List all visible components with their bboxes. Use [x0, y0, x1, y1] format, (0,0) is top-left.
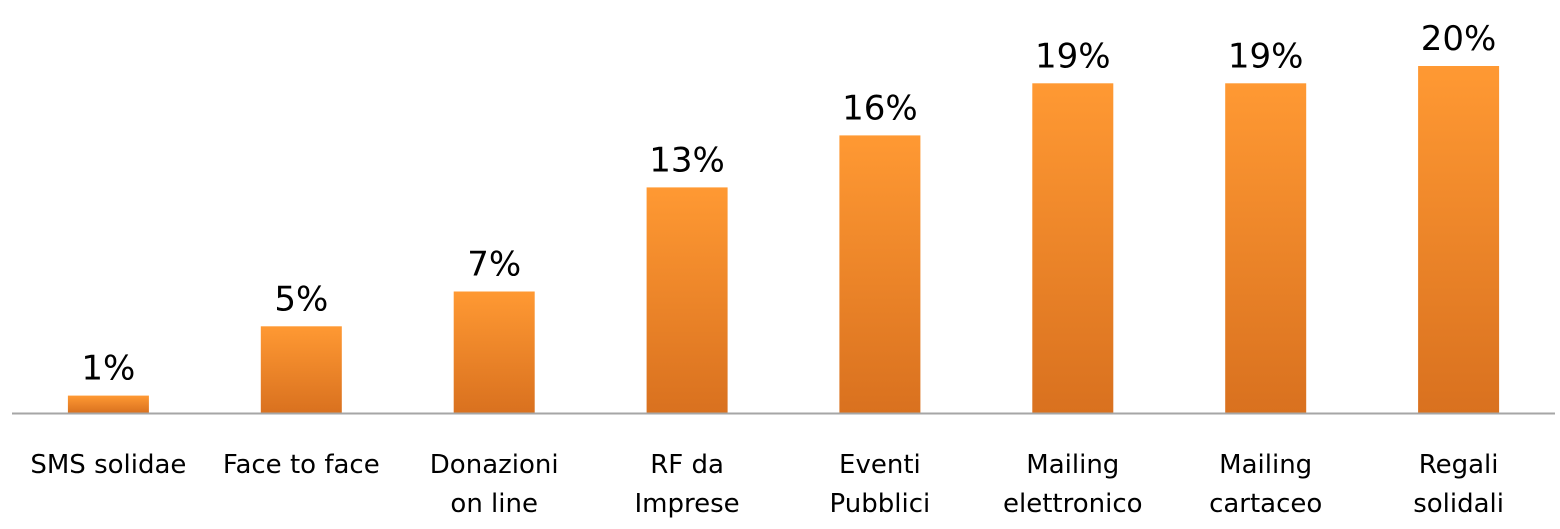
bar	[67, 395, 149, 413]
data-label: 19%	[1035, 36, 1111, 76]
x-tick-label: Face to face	[223, 450, 380, 480]
x-tick-label: Mailing	[1026, 450, 1119, 480]
value-labels-layer: 1% 5% 7% 13% 16% 19% 19% 20%	[81, 19, 1496, 389]
x-tick-label: RF da	[650, 450, 724, 480]
bar	[453, 291, 535, 413]
data-label: 16%	[842, 88, 918, 128]
bar	[260, 326, 342, 414]
bar	[1418, 66, 1500, 413]
x-tick-label: cartaceo	[1209, 489, 1322, 519]
data-label: 13%	[649, 140, 725, 180]
x-tick-label: Eventi	[839, 450, 921, 480]
bar	[646, 187, 728, 413]
bars-layer	[67, 66, 1500, 414]
bar	[1032, 83, 1114, 414]
x-tick-label: Mailing	[1219, 450, 1312, 480]
data-label: 1%	[81, 349, 135, 389]
bar	[1225, 83, 1307, 414]
x-tick-label: elettronico	[1003, 489, 1143, 519]
data-label: 20%	[1421, 19, 1497, 59]
bar	[839, 135, 921, 413]
x-tick-label: Imprese	[635, 489, 740, 519]
category-labels-layer: SMS solidae Face to face Donazioni on line R…	[30, 450, 1504, 519]
data-label: 7%	[467, 245, 521, 285]
x-tick-label: solidali	[1413, 489, 1504, 519]
x-tick-label: on line	[450, 489, 538, 519]
x-tick-label: Donazioni	[430, 450, 559, 480]
x-tick-label: Pubblici	[830, 489, 931, 519]
data-label: 5%	[274, 279, 328, 319]
x-tick-label: SMS solidae	[30, 450, 186, 480]
x-tick-label: Regali	[1419, 450, 1499, 480]
data-label: 19%	[1228, 36, 1304, 76]
